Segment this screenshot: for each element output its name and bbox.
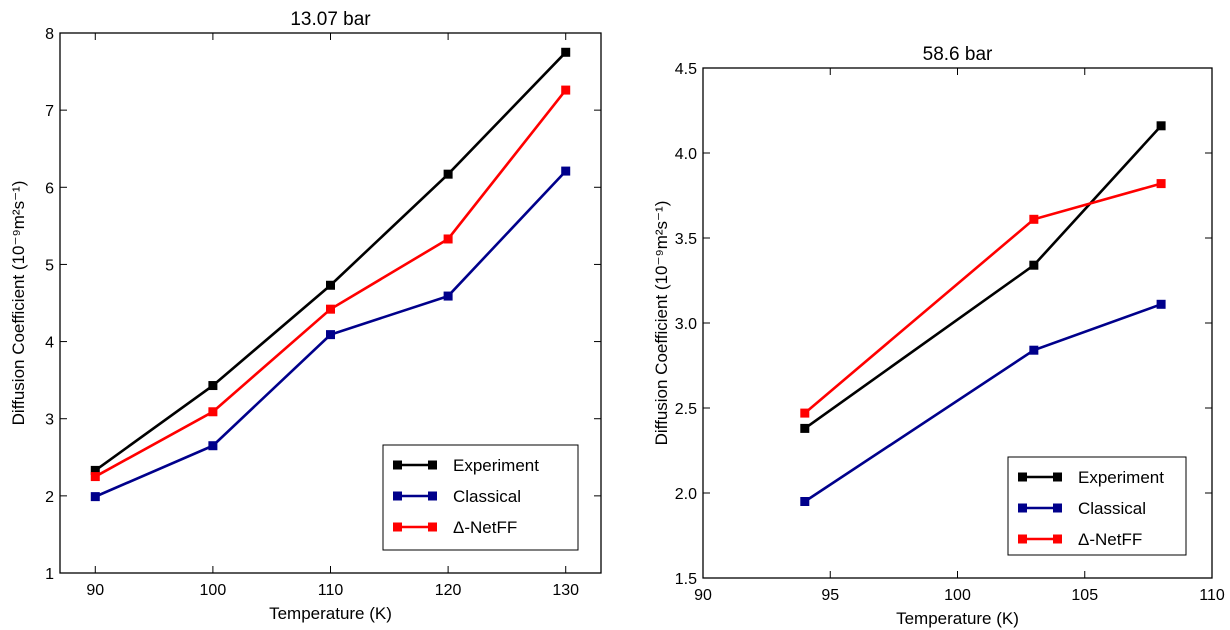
data-point	[443, 234, 453, 244]
chart-panel-13bar: 90 100 110 120 130 1 2 3 4 5 6 7 8 13.07 bar Temperatu…	[9, 9, 602, 623]
y-axis-label: Diffusion Coefficient (10⁻⁹m²s⁻¹)	[9, 181, 28, 426]
y-tick-label: 1.5	[675, 571, 697, 588]
data-point	[1156, 299, 1166, 309]
data-point	[208, 407, 218, 417]
y-tick-label: 4	[45, 335, 54, 352]
y-tick-label: 7	[45, 103, 54, 120]
legend-marker	[393, 460, 402, 470]
x-tick-label: 120	[435, 582, 462, 599]
data-point	[443, 291, 453, 301]
data-point	[1029, 345, 1039, 355]
data-point	[800, 408, 810, 418]
x-tick-label: 90	[86, 582, 104, 599]
y-tick-label: 2.0	[675, 486, 697, 503]
x-axis-label: Temperature (K)	[896, 609, 1019, 628]
x-tick-label: 130	[552, 582, 579, 599]
x-tick-label: 105	[1071, 587, 1098, 604]
x-tick-label: 110	[1199, 587, 1225, 604]
y-tick-label: 3	[45, 412, 54, 429]
data-point	[326, 280, 335, 290]
legend-marker	[1018, 503, 1027, 513]
legend-marker	[1053, 472, 1062, 482]
series-line	[94, 51, 567, 472]
x-tick-label: 100	[944, 587, 971, 604]
legend-box	[382, 444, 579, 551]
data-point	[1029, 214, 1039, 224]
data-point	[1029, 260, 1039, 270]
data-point	[443, 169, 453, 179]
legend-label: Δ-NetFF	[453, 518, 517, 537]
series-line	[803, 182, 1162, 415]
chart-title: 58.6 bar	[923, 44, 993, 65]
data-point	[90, 465, 100, 475]
legend-label: Classical	[1078, 499, 1146, 518]
legend-marker	[393, 522, 402, 532]
chart-panel-58bar: 90 95 100 105 110 1.5 2.0 2.5 3.0 3.5 4.0 4.5 58.6 b…	[652, 44, 1225, 628]
y-tick-label: 4.0	[675, 146, 697, 163]
data-point	[208, 381, 218, 391]
data-point	[326, 330, 335, 340]
data-point	[90, 492, 100, 502]
data-point	[90, 472, 100, 482]
x-tick-label: 100	[200, 582, 227, 599]
x-tick-label: 95	[821, 587, 839, 604]
legend-label: Classical	[453, 487, 521, 506]
legend-marker	[1018, 534, 1027, 544]
legend-marker	[428, 460, 437, 470]
y-tick-label: 3.0	[675, 316, 697, 333]
y-tick-label: 4.5	[675, 61, 697, 78]
data-point	[1156, 121, 1166, 131]
chart-title: 13.07 bar	[290, 9, 371, 30]
legend-marker	[1053, 534, 1062, 544]
x-tick-label: 110	[318, 582, 344, 599]
data-point	[800, 423, 810, 433]
data-point	[326, 304, 335, 314]
legend-label: Experiment	[453, 456, 539, 475]
x-tick-label: 90	[694, 587, 712, 604]
y-tick-label: 1	[45, 566, 54, 583]
data-point	[561, 166, 571, 176]
x-axis-label: Temperature (K)	[269, 604, 392, 623]
legend-marker	[1018, 472, 1027, 482]
data-point	[208, 441, 218, 451]
y-tick-label: 2	[45, 489, 54, 506]
y-tick-label: 2.5	[675, 401, 697, 418]
data-point	[1156, 179, 1166, 189]
y-tick-label: 3.5	[675, 231, 697, 248]
legend-marker	[1053, 503, 1062, 513]
legend-marker	[428, 522, 437, 532]
legend-label: Δ-NetFF	[1078, 530, 1142, 549]
y-tick-label: 6	[45, 180, 54, 197]
y-axis-label: Diffusion Coefficient (10⁻⁹m²s⁻¹)	[652, 201, 671, 446]
legend-marker	[428, 491, 437, 501]
data-point	[561, 85, 571, 95]
legend-label: Experiment	[1078, 468, 1164, 487]
legend-marker	[393, 491, 402, 501]
y-tick-label: 5	[45, 257, 54, 274]
data-point	[800, 497, 810, 506]
y-tick-label: 8	[45, 26, 54, 43]
data-point	[561, 47, 571, 57]
